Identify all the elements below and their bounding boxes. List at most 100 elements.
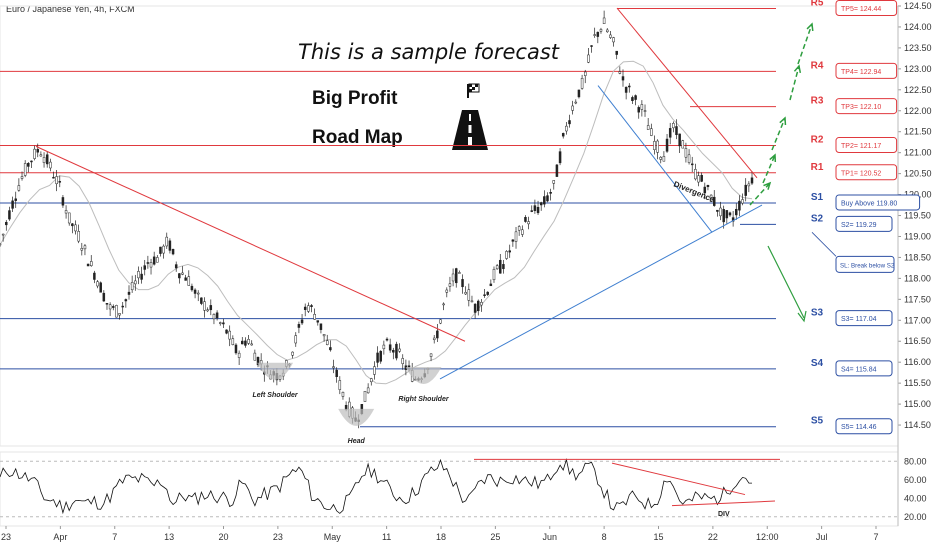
candle-body	[521, 229, 524, 235]
candle-body	[215, 312, 219, 319]
x-tick-label: 7	[873, 532, 878, 542]
stop-note-connector	[811, 232, 837, 257]
candle-body	[162, 245, 165, 254]
candle-body	[234, 344, 238, 354]
candle-body	[200, 297, 203, 304]
candle-body	[517, 226, 521, 231]
forecast-arrow-head	[769, 153, 777, 163]
y-tick-label: 119.00	[904, 231, 931, 241]
candle-body	[690, 163, 694, 166]
stop-note-text: SL: Break below S2	[840, 262, 895, 269]
y-tick-label: 117.50	[904, 294, 931, 304]
candle-body	[565, 125, 568, 132]
candle-body	[310, 305, 313, 307]
candle-body	[203, 301, 206, 311]
candle-body	[93, 272, 96, 280]
candle-body	[297, 324, 301, 328]
candle-body	[181, 272, 184, 275]
candle-body	[697, 175, 700, 183]
forecast-up-arrow	[762, 154, 776, 184]
candle-body	[587, 54, 590, 63]
candle-body	[533, 205, 537, 212]
candle-body	[492, 268, 496, 281]
candle-body	[193, 289, 197, 294]
candle-body	[442, 303, 445, 306]
candle-body	[672, 123, 675, 129]
candle-body	[470, 300, 474, 303]
candle-body	[250, 343, 253, 346]
candle-body	[39, 154, 43, 157]
candle-body	[291, 351, 294, 356]
forecast-down-arrow-head	[797, 310, 807, 323]
candle-body	[74, 224, 77, 232]
candle-body	[61, 197, 65, 206]
candle-body	[407, 365, 411, 368]
candle-body	[187, 276, 191, 286]
candle-body	[577, 89, 581, 98]
y-tick-label: 119.50	[904, 211, 931, 221]
candle-body	[618, 71, 622, 74]
y-tick-label: 124.00	[904, 22, 932, 32]
candle-body	[712, 196, 716, 206]
candle-body	[80, 248, 84, 251]
candle-body	[448, 283, 452, 287]
price-pane-frame	[0, 5, 899, 447]
candle-body	[45, 154, 49, 165]
candle-body	[112, 306, 115, 308]
candle-body	[127, 291, 131, 295]
rsi-tick-label: 60.00	[904, 475, 927, 485]
candle-body	[716, 209, 719, 212]
candle-body	[11, 200, 14, 209]
candle-body	[505, 251, 508, 259]
candle-body	[219, 322, 222, 324]
candle-body	[659, 156, 663, 160]
candle-body	[1, 233, 5, 236]
candle-body	[303, 306, 307, 310]
candle-body	[8, 210, 11, 220]
candle-body	[511, 239, 515, 242]
candle-body	[209, 305, 213, 311]
candle-body	[668, 128, 672, 138]
candle-body	[543, 196, 546, 205]
candle-body	[140, 273, 143, 280]
x-tick-label: Jul	[816, 532, 828, 542]
candle-body	[656, 140, 659, 153]
level-name-r2: R2	[811, 135, 824, 146]
candle-body	[174, 264, 178, 269]
candle-body	[152, 256, 156, 265]
forecast-up-arrow	[797, 23, 813, 65]
candle-body	[190, 285, 194, 291]
candle-body	[366, 387, 370, 394]
candle-body	[486, 291, 489, 295]
candle-body	[624, 86, 628, 93]
candle-body	[256, 356, 260, 366]
target-label-s3: S3= 117.04	[841, 316, 877, 323]
forecast-up-arrow	[771, 117, 786, 151]
candle-body	[678, 133, 681, 147]
y-tick-label: 124.50	[904, 1, 932, 11]
target-label-r4: TP4= 122.94	[841, 69, 881, 76]
candle-body	[55, 176, 58, 185]
rsi-tick-label: 20.00	[904, 512, 927, 522]
x-tick-label: 23	[273, 532, 283, 542]
candle-body	[225, 329, 228, 334]
candle-body	[149, 262, 153, 268]
candle-body	[64, 210, 68, 214]
candle-body	[196, 292, 200, 295]
symbol-title: Euro / Japanese Yen, 4h, FXCM	[6, 4, 135, 14]
head-arc	[338, 408, 375, 426]
candle-body	[643, 110, 647, 112]
candle-body	[602, 17, 606, 24]
candle-body	[628, 85, 631, 88]
candle-body	[5, 221, 8, 226]
trendline-blue-rising	[439, 204, 763, 380]
x-tick-label: 7	[112, 532, 117, 542]
candle-body	[313, 314, 316, 320]
candle-body	[508, 250, 511, 253]
candle-body	[83, 245, 87, 250]
candle-body	[495, 265, 499, 270]
target-label-r2: TP2= 121.17	[841, 143, 881, 150]
candle-body	[741, 199, 744, 204]
candle-body	[184, 277, 187, 281]
stop-note-box	[835, 255, 895, 273]
